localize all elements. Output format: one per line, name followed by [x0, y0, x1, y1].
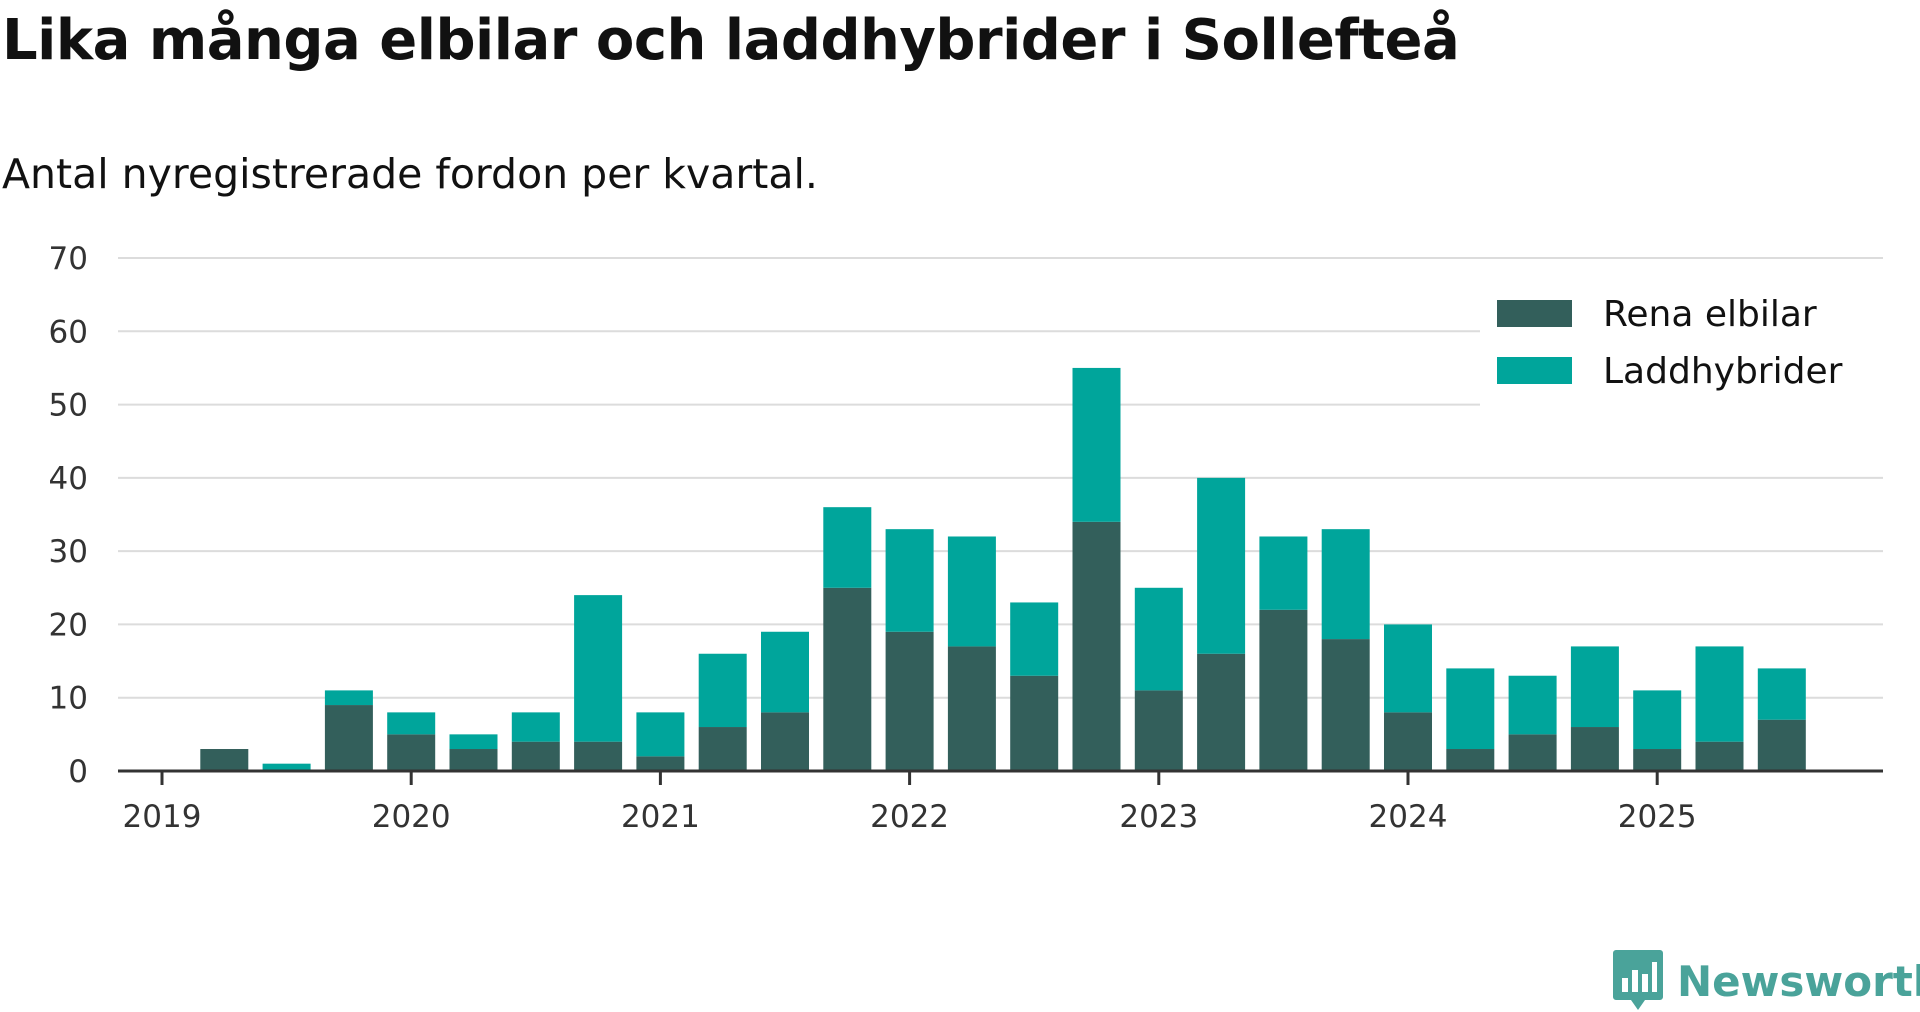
- bar-rena-elbilar: [1072, 521, 1121, 771]
- bar-rena-elbilar: [1446, 749, 1495, 771]
- bars: [200, 367, 1806, 771]
- y-tick-label: 50: [49, 388, 88, 424]
- bar-laddhybrider: [1010, 602, 1059, 676]
- bar-laddhybrider: [1570, 646, 1619, 728]
- legend-label: Laddhybrider: [1603, 351, 1843, 392]
- bar-laddhybrider: [511, 712, 560, 742]
- bar-rena-elbilar: [1695, 741, 1744, 771]
- legend-swatch: [1497, 300, 1572, 327]
- x-tick-label: 2023: [1119, 799, 1198, 835]
- bar-rena-elbilar: [1010, 675, 1059, 771]
- bar-rena-elbilar: [1259, 609, 1308, 771]
- bar-rena-elbilar: [761, 712, 809, 771]
- bar-laddhybrider: [1259, 536, 1308, 610]
- bar-laddhybrider: [636, 712, 685, 757]
- bar-laddhybrider: [698, 653, 747, 728]
- bar-rena-elbilar: [1757, 719, 1806, 771]
- x-tick-label: 2022: [870, 799, 949, 835]
- bar-rena-elbilar: [324, 705, 373, 771]
- bar-rena-elbilar: [511, 741, 560, 771]
- y-tick-label: 60: [49, 314, 88, 350]
- bar-laddhybrider: [1446, 668, 1495, 750]
- bar-laddhybrider: [761, 631, 809, 713]
- bar-laddhybrider: [574, 595, 623, 742]
- bar-rena-elbilar: [698, 727, 747, 771]
- y-tick-label: 20: [49, 607, 88, 643]
- bar-laddhybrider: [262, 763, 311, 771]
- bar-rena-elbilar: [1134, 690, 1183, 771]
- legend: Rena elbilar Laddhybrider: [1480, 282, 1883, 406]
- bar-laddhybrider: [1134, 587, 1183, 691]
- bar-rena-elbilar: [947, 646, 996, 771]
- bar-rena-elbilar: [885, 631, 934, 771]
- x-tick-label: 2020: [372, 799, 451, 835]
- bar-rena-elbilar: [574, 741, 623, 771]
- bar-rena-elbilar: [1570, 727, 1619, 771]
- x-tick-label: 2025: [1618, 799, 1697, 835]
- x-tick-label: 2019: [123, 799, 202, 835]
- bar-rena-elbilar: [387, 734, 436, 771]
- bar-laddhybrider: [324, 690, 373, 706]
- legend-swatch: [1497, 357, 1572, 384]
- chart-subtitle: Antal nyregistrerade fordon per kvartal.: [2, 150, 818, 198]
- bar-laddhybrider: [1695, 646, 1744, 742]
- x-tick-label: 2024: [1369, 799, 1448, 835]
- x-tick-label: 2021: [621, 799, 700, 835]
- bar-rena-elbilar: [1508, 734, 1557, 771]
- x-axis: 2019 2020 2021 2022 2023 2024 2025: [118, 769, 1883, 835]
- bar-rena-elbilar: [636, 756, 685, 771]
- newsworthy-logo-icon: [1613, 950, 1663, 1010]
- y-tick-label: 30: [49, 534, 88, 570]
- bar-laddhybrider: [1508, 675, 1557, 735]
- bar-laddhybrider: [1757, 668, 1806, 720]
- bar-laddhybrider: [1072, 367, 1121, 522]
- y-tick-label: 70: [49, 241, 88, 277]
- chart-title: Lika många elbilar och laddhybrider i So…: [2, 8, 1460, 73]
- legend-label: Rena elbilar: [1603, 294, 1817, 335]
- bar-laddhybrider: [1384, 624, 1432, 713]
- bar-rena-elbilar: [823, 587, 872, 771]
- y-tick-label: 10: [49, 681, 88, 717]
- bar-rena-elbilar: [449, 749, 498, 771]
- bar-laddhybrider: [449, 734, 498, 750]
- bar-laddhybrider: [387, 712, 436, 735]
- bar-rena-elbilar: [200, 749, 249, 771]
- bar-laddhybrider: [1633, 690, 1682, 750]
- bar-laddhybrider: [885, 529, 934, 632]
- bar-rena-elbilar: [1384, 712, 1432, 771]
- brand-name: Newsworthy: [1677, 956, 1920, 1006]
- y-tick-label: 0: [68, 754, 88, 790]
- bar-rena-elbilar: [1633, 749, 1682, 771]
- y-tick-label: 40: [49, 461, 88, 497]
- bar-rena-elbilar: [1321, 639, 1370, 771]
- bar-laddhybrider: [1197, 477, 1246, 654]
- bar-laddhybrider: [947, 536, 996, 647]
- bar-laddhybrider: [1321, 529, 1370, 640]
- bar-laddhybrider: [823, 507, 872, 588]
- bar-rena-elbilar: [1197, 653, 1246, 771]
- newsworthy-brand: Newsworthy: [1613, 950, 1920, 1012]
